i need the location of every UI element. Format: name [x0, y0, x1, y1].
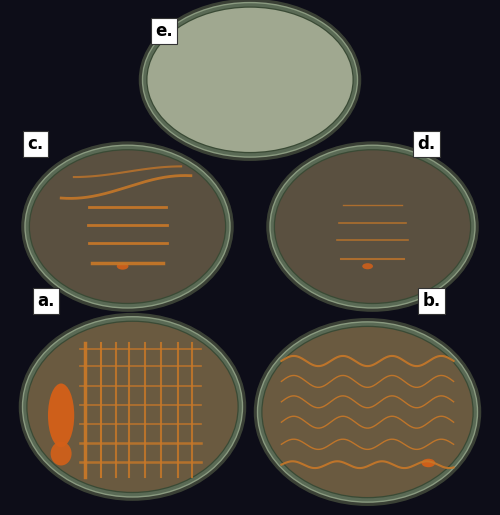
- Ellipse shape: [261, 326, 474, 499]
- Ellipse shape: [275, 150, 470, 303]
- Text: e.: e.: [155, 22, 173, 40]
- Ellipse shape: [117, 263, 128, 270]
- Ellipse shape: [29, 149, 226, 304]
- Ellipse shape: [262, 327, 472, 497]
- Ellipse shape: [21, 141, 234, 312]
- Ellipse shape: [50, 442, 71, 466]
- Ellipse shape: [266, 141, 479, 312]
- Text: d.: d.: [418, 135, 436, 153]
- Ellipse shape: [30, 150, 225, 303]
- Ellipse shape: [148, 8, 352, 152]
- Text: a.: a.: [38, 293, 55, 310]
- Text: c.: c.: [28, 135, 44, 153]
- Ellipse shape: [22, 317, 242, 497]
- Ellipse shape: [28, 322, 238, 492]
- Ellipse shape: [19, 313, 246, 501]
- Text: b.: b.: [422, 293, 441, 310]
- Ellipse shape: [142, 3, 358, 157]
- Ellipse shape: [26, 320, 239, 493]
- Ellipse shape: [146, 7, 354, 153]
- Ellipse shape: [422, 459, 435, 467]
- Ellipse shape: [274, 149, 471, 304]
- Ellipse shape: [254, 318, 481, 506]
- Ellipse shape: [270, 145, 475, 308]
- Ellipse shape: [258, 322, 478, 502]
- Ellipse shape: [48, 384, 74, 447]
- Ellipse shape: [25, 145, 230, 308]
- Ellipse shape: [362, 263, 373, 269]
- Ellipse shape: [139, 0, 361, 161]
